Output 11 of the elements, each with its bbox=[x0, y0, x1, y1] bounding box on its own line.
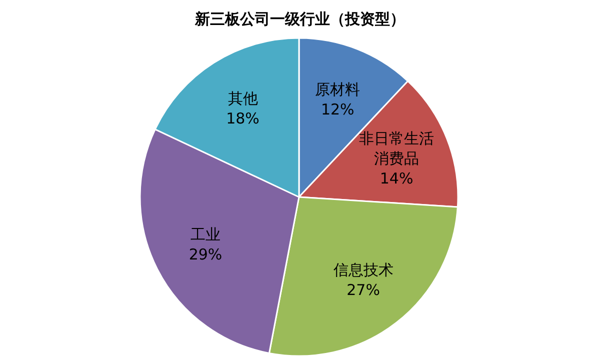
data-label: 27% bbox=[346, 280, 380, 299]
slice-label: 非日常生活消费品 bbox=[359, 129, 434, 168]
data-label: 12% bbox=[320, 100, 354, 118]
slice-label: 工业 bbox=[190, 226, 220, 244]
slice-label: 信息技术 bbox=[333, 260, 394, 279]
data-label: 29% bbox=[188, 246, 222, 264]
slice-label: 其他 bbox=[228, 89, 258, 108]
data-label: 14% bbox=[380, 169, 414, 188]
slice-label: 原材料 bbox=[315, 80, 360, 98]
data-label: 18% bbox=[226, 109, 260, 128]
chart-title: 新三板公司一级行业（投资型） bbox=[194, 10, 405, 28]
